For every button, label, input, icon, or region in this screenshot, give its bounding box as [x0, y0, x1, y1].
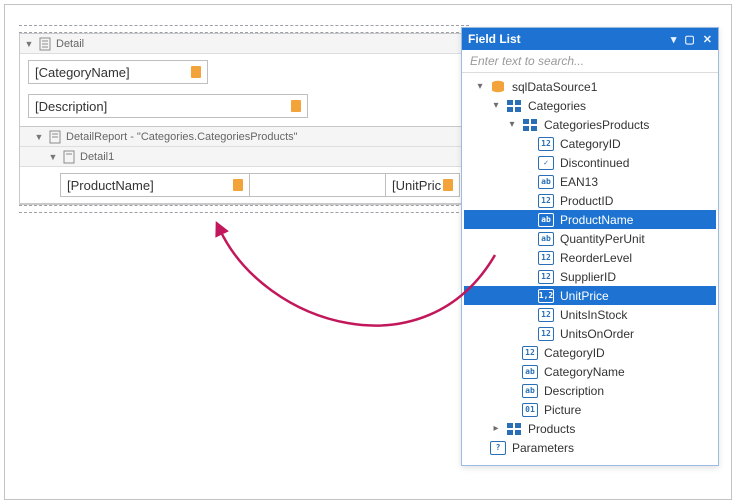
tree-node-label: Picture	[542, 403, 581, 417]
field-list-search[interactable]	[462, 50, 718, 73]
categoryname-placeholder: [CategoryName]	[35, 65, 130, 80]
panel-close-icon[interactable]: ✕	[703, 33, 712, 46]
empty-cell[interactable]	[250, 173, 385, 197]
productname-field-cell[interactable]: [ProductName]	[60, 173, 250, 197]
tree-node-label: Discontinued	[558, 156, 629, 170]
sheet-icon	[38, 37, 52, 51]
band-divider	[19, 25, 469, 33]
tree-node-label: EAN13	[558, 175, 598, 189]
collapse-icon[interactable]: ▼	[24, 39, 34, 49]
tree-node-label: ProductName	[558, 213, 633, 227]
tree-node-label: ReorderLevel	[558, 251, 632, 265]
collapse-icon[interactable]: ▼	[34, 132, 44, 142]
tree-node-unitsOnOrder[interactable]: 12UnitsOnOrder	[464, 324, 716, 343]
detailreport-band-title: DetailReport - "Categories.CategoriesPro…	[66, 131, 298, 143]
tree-node-label: Parameters	[510, 441, 574, 455]
tree-node-label: CategoryName	[542, 365, 625, 379]
panel-dropdown-icon[interactable]: ▾	[671, 33, 677, 46]
field-list-title: Field List	[468, 32, 521, 46]
description-placeholder: [Description]	[35, 99, 107, 114]
field-list-search-input[interactable]	[468, 53, 712, 69]
sheet-icon	[62, 150, 76, 164]
tree-node-ean13[interactable]: abEAN13	[464, 172, 716, 191]
productname-placeholder: [ProductName]	[67, 178, 154, 193]
tree-twist-icon[interactable]: ▸	[490, 423, 502, 434]
databind-tag-icon	[191, 66, 201, 78]
tree-node-productName[interactable]: abProductName	[464, 210, 716, 229]
tree-node-quantityPerUnit[interactable]: abQuantityPerUnit	[464, 229, 716, 248]
detailreport-band[interactable]: ▼ DetailReport - "Categories.CategoriesP…	[20, 126, 468, 204]
tree-node-label: Products	[526, 422, 575, 436]
tree-node-label: CategoriesProducts	[542, 118, 649, 132]
tree-twist-icon[interactable]: ▾	[474, 81, 486, 92]
tree-node-categoriesProducts[interactable]: ▾ CategoriesProducts	[464, 115, 716, 134]
tree-node-label: Categories	[526, 99, 586, 113]
band-divider	[19, 205, 469, 213]
detailreport-band-header[interactable]: ▼ DetailReport - "Categories.CategoriesP…	[20, 127, 468, 147]
field-list-tree[interactable]: ▾ sqlDataSource1 ▾ Categories ▾ CategoriesPro…	[462, 73, 718, 465]
tree-node-categoryID[interactable]: 12CategoryID	[464, 343, 716, 362]
tree-node-label: UnitsOnOrder	[558, 327, 634, 341]
tree-node-products[interactable]: ▸ Products	[464, 419, 716, 438]
tree-node-label: Description	[542, 384, 604, 398]
description-field-cell[interactable]: [Description]	[28, 94, 308, 118]
databind-tag-icon	[443, 179, 453, 191]
databind-tag-icon	[233, 179, 243, 191]
tree-node-discontinued[interactable]: ✓Discontinued	[464, 153, 716, 172]
tree-node-productID[interactable]: 12ProductID	[464, 191, 716, 210]
categoryname-field-cell[interactable]: [CategoryName]	[28, 60, 208, 84]
tree-node-supplierID[interactable]: 12SupplierID	[464, 267, 716, 286]
field-list-titlebar[interactable]: Field List ▾ ▢ ✕	[462, 28, 718, 50]
tree-node-label: sqlDataSource1	[510, 80, 597, 94]
field-list-panel[interactable]: Field List ▾ ▢ ✕ ▾ sqlDataSource1 ▾ Categor…	[461, 27, 719, 466]
unitprice-field-cell[interactable]: [UnitPric	[385, 173, 460, 197]
tree-twist-icon[interactable]: ▾	[506, 119, 518, 130]
tree-twist-icon[interactable]: ▾	[490, 100, 502, 111]
detail1-band-title: Detail1	[80, 151, 114, 163]
tree-node-label: ProductID	[558, 194, 613, 208]
detail1-band-body[interactable]: [ProductName] [UnitPric	[20, 167, 468, 203]
tree-node-unitsInStock[interactable]: 12UnitsInStock	[464, 305, 716, 324]
tree-node-categories[interactable]: ▾ Categories	[464, 96, 716, 115]
sheet-icon	[48, 130, 62, 144]
tree-node-label: UnitsInStock	[558, 308, 627, 322]
tree-node-label: QuantityPerUnit	[558, 232, 645, 246]
collapse-icon[interactable]: ▼	[48, 152, 58, 162]
tree-node-categoryID_cp[interactable]: 12CategoryID	[464, 134, 716, 153]
tree-node-label: CategoryID	[558, 137, 621, 151]
tree-node-reorderLevel[interactable]: 12ReorderLevel	[464, 248, 716, 267]
tree-node-label: UnitPrice	[558, 289, 609, 303]
databind-tag-icon	[291, 100, 301, 112]
panel-pin-icon[interactable]: ▢	[684, 33, 694, 46]
detail-band-body[interactable]: [CategoryName] [Description]	[20, 54, 468, 124]
tree-node-picture[interactable]: 01Picture	[464, 400, 716, 419]
tree-node-label: SupplierID	[558, 270, 616, 284]
tree-node-sqlDataSource1[interactable]: ▾ sqlDataSource1	[464, 77, 716, 96]
unitprice-placeholder: [UnitPric	[392, 178, 441, 193]
detail-band-header[interactable]: ▼ Detail	[20, 34, 468, 54]
tree-node-description[interactable]: abDescription	[464, 381, 716, 400]
tree-node-categoryName[interactable]: abCategoryName	[464, 362, 716, 381]
report-design-surface: ▼ Detail [CategoryName] [Description] ▼	[19, 25, 469, 213]
detail-band-title: Detail	[56, 38, 84, 50]
detail1-band-header[interactable]: ▼ Detail1	[20, 147, 468, 167]
tree-node-label: CategoryID	[542, 346, 605, 360]
tree-node-unitPrice[interactable]: 1,2UnitPrice	[464, 286, 716, 305]
detail-band[interactable]: ▼ Detail [CategoryName] [Description] ▼	[19, 33, 469, 205]
detail1-row: [ProductName] [UnitPric	[60, 173, 460, 197]
tree-node-parameters[interactable]: ?Parameters	[464, 438, 716, 457]
